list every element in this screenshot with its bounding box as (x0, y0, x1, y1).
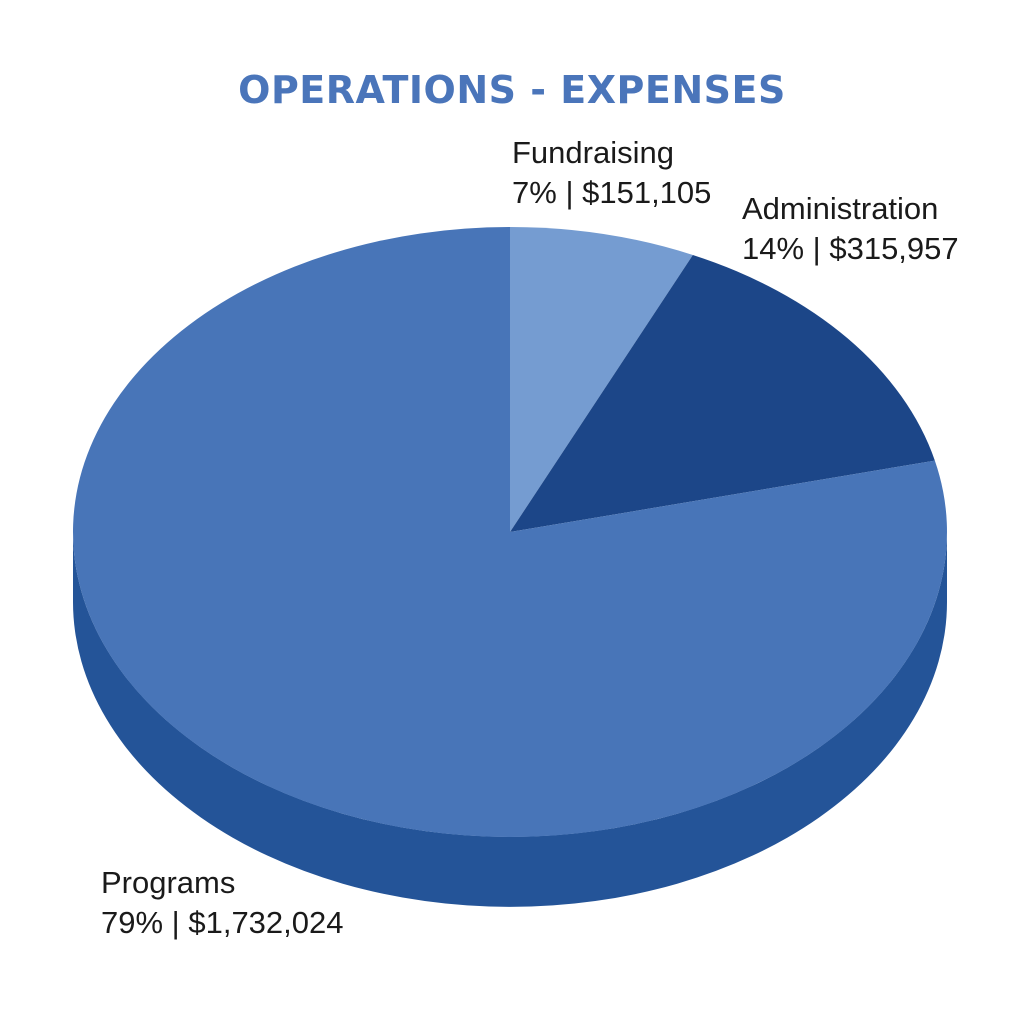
label-programs: Programs 79% | $1,732,024 (101, 863, 344, 943)
pie-slice-administration (510, 254, 935, 533)
label-fundraising-name: Fundraising (512, 135, 674, 170)
label-administration-percent: 14% (742, 231, 805, 266)
pie-slice-fundraising (510, 227, 693, 532)
label-fundraising-amount: $151,105 (582, 175, 712, 210)
label-separator: | (565, 175, 583, 210)
label-programs-name: Programs (101, 865, 236, 900)
label-programs-percent: 79% (101, 905, 164, 940)
pie-slice-programs (72, 227, 947, 837)
label-programs-amount: $1,732,024 (188, 905, 344, 940)
label-programs-value: 79% | $1,732,024 (101, 903, 344, 943)
label-separator: | (171, 905, 189, 940)
label-fundraising-value: 7% | $151,105 (512, 173, 711, 213)
label-administration-value: 14% | $315,957 (742, 229, 959, 269)
label-administration-amount: $315,957 (829, 231, 959, 266)
label-administration-name: Administration (742, 191, 939, 226)
pie-side (73, 532, 947, 907)
label-administration: Administration 14% | $315,957 (742, 189, 959, 269)
chart-title: OPERATIONS - EXPENSES (238, 68, 786, 112)
label-fundraising: Fundraising 7% | $151,105 (512, 133, 711, 213)
label-separator: | (812, 231, 830, 266)
label-fundraising-percent: 7% (512, 175, 557, 210)
